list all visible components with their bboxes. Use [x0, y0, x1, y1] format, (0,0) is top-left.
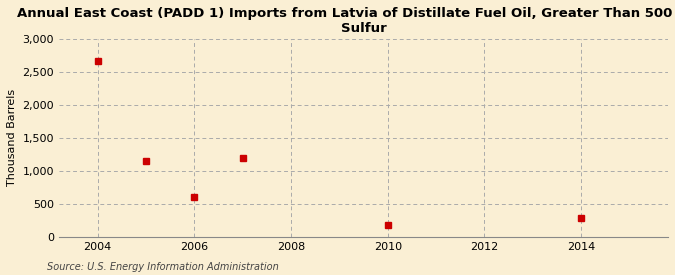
Text: Source: U.S. Energy Information Administration: Source: U.S. Energy Information Administ… — [47, 262, 279, 272]
Y-axis label: Thousand Barrels: Thousand Barrels — [7, 89, 17, 186]
Title: Annual East Coast (PADD 1) Imports from Latvia of Distillate Fuel Oil, Greater T: Annual East Coast (PADD 1) Imports from … — [17, 7, 675, 35]
